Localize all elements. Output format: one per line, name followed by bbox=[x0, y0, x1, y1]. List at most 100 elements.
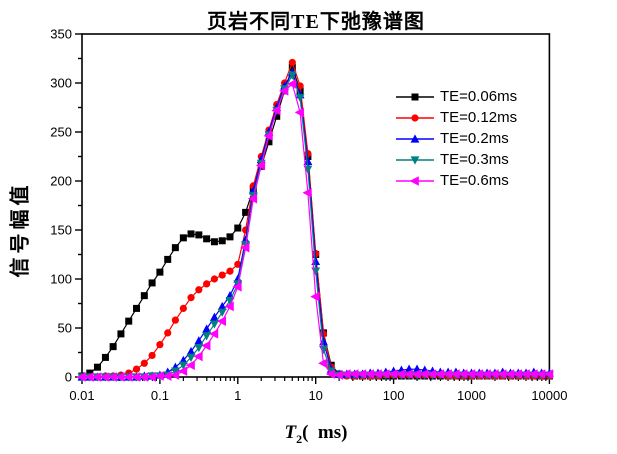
circle-marker bbox=[132, 365, 141, 373]
circle-marker bbox=[164, 329, 172, 337]
series-TE=0.6ms bbox=[76, 79, 554, 382]
circle-marker bbox=[296, 82, 304, 90]
legend-marker bbox=[396, 155, 434, 165]
legend-marker bbox=[396, 133, 434, 143]
x-label-symbol: T bbox=[284, 422, 297, 443]
x-tick-label: 1000 bbox=[457, 388, 486, 403]
triangle-left-marker bbox=[154, 371, 164, 381]
triangle-left-marker bbox=[325, 369, 335, 379]
x-tick-label: 100 bbox=[383, 388, 405, 403]
triangle-down-marker bbox=[210, 320, 219, 329]
square-marker bbox=[101, 353, 109, 361]
circle-marker bbox=[288, 58, 296, 67]
square-marker bbox=[218, 237, 226, 245]
triangle-left-marker bbox=[434, 369, 445, 379]
y-tick-label: 50 bbox=[58, 321, 72, 336]
square-marker bbox=[171, 244, 179, 252]
triangle-up-marker bbox=[303, 156, 313, 165]
circle-marker bbox=[187, 294, 195, 302]
triangle-left-marker bbox=[388, 369, 398, 379]
x-tick-label: 10 bbox=[308, 388, 322, 403]
square-marker bbox=[265, 138, 273, 146]
triangle-down-marker bbox=[217, 308, 227, 317]
chart-title: 页岩不同TE下弛豫谱图 bbox=[207, 11, 425, 33]
legend: TE=0.06ms TE=0.12ms TE=0.2ms TE=0.3ms TE=0.6… bbox=[394, 86, 517, 191]
square-marker bbox=[148, 279, 156, 287]
legend-label: TE=0.06ms bbox=[440, 88, 518, 105]
circle-marker bbox=[234, 260, 242, 268]
triangle-left-marker bbox=[240, 242, 250, 253]
triangle-left-marker bbox=[357, 369, 367, 379]
triangle-left-marker bbox=[403, 369, 413, 379]
triangle-left-marker bbox=[169, 370, 180, 380]
triangle-left-marker bbox=[138, 372, 149, 382]
triangle-left-marker bbox=[131, 372, 141, 382]
triangle-up-marker bbox=[410, 133, 420, 143]
legend-label: TE=0.2ms bbox=[440, 130, 509, 147]
y-tick-label: 300 bbox=[50, 76, 72, 91]
legend-item-TE=0.06ms: TE=0.06ms bbox=[394, 86, 517, 107]
square-marker bbox=[117, 330, 125, 338]
triangle-down-marker bbox=[202, 332, 212, 341]
circle-marker bbox=[203, 280, 211, 288]
legend-label: TE=0.3ms bbox=[440, 151, 509, 168]
triangle-down-marker bbox=[178, 361, 188, 370]
triangle-left-marker bbox=[92, 372, 102, 382]
y-tick-label: 150 bbox=[50, 223, 72, 238]
circle-marker bbox=[195, 286, 203, 294]
triangle-left-marker bbox=[528, 369, 538, 379]
square-marker bbox=[125, 317, 133, 325]
triangle-left-marker bbox=[216, 316, 227, 326]
triangle-left-marker bbox=[411, 369, 421, 379]
triangle-down-marker bbox=[170, 367, 180, 376]
square-marker bbox=[288, 63, 296, 71]
square-marker bbox=[242, 208, 250, 216]
triangle-left-marker bbox=[247, 193, 258, 204]
triangle-left-marker bbox=[123, 372, 133, 382]
triangle-left-marker bbox=[263, 131, 273, 141]
triangle-left-marker bbox=[107, 372, 117, 382]
triangle-down-marker bbox=[311, 267, 321, 276]
triangle-left-marker bbox=[544, 369, 554, 379]
triangle-left-marker bbox=[458, 369, 468, 379]
circle-marker bbox=[140, 359, 148, 367]
triangle-left-marker bbox=[349, 369, 359, 379]
triangle-left-marker bbox=[100, 372, 110, 382]
square-marker bbox=[140, 292, 148, 300]
circle-marker bbox=[179, 304, 187, 312]
y-tick-label: 0 bbox=[65, 370, 72, 385]
triangle-left-marker bbox=[185, 360, 195, 371]
x-label-unit: ( ms) bbox=[302, 422, 348, 443]
triangle-down-marker bbox=[194, 344, 204, 353]
triangle-left-marker bbox=[224, 301, 234, 312]
triangle-left-marker bbox=[489, 369, 499, 379]
triangle-left-marker bbox=[279, 86, 289, 96]
triangle-left-marker bbox=[396, 369, 406, 379]
triangle-down-marker bbox=[186, 353, 196, 362]
square-marker bbox=[195, 231, 203, 239]
circle-marker bbox=[411, 113, 419, 122]
square-marker bbox=[109, 343, 117, 351]
triangle-down-marker bbox=[225, 296, 235, 306]
circle-marker bbox=[226, 267, 234, 275]
triangle-left-marker bbox=[442, 369, 452, 379]
triangle-left-marker bbox=[372, 369, 382, 379]
legend-marker bbox=[396, 175, 434, 186]
triangle-left-marker bbox=[271, 105, 281, 116]
x-axis-label: T2( ms) bbox=[82, 422, 550, 447]
square-marker bbox=[203, 235, 211, 243]
y-tick-label: 100 bbox=[50, 272, 72, 287]
legend-marker bbox=[396, 113, 434, 122]
triangle-down-marker bbox=[287, 71, 297, 80]
square-marker bbox=[273, 112, 281, 120]
triangle-left-marker bbox=[310, 291, 320, 302]
legend-item-TE=0.3ms: TE=0.3ms bbox=[394, 149, 517, 170]
x-tick-label: 0.1 bbox=[151, 388, 169, 403]
triangle-left-marker bbox=[146, 372, 156, 382]
triangle-left-marker bbox=[232, 282, 242, 292]
triangle-left-marker bbox=[177, 366, 188, 376]
y-tick-label: 200 bbox=[50, 174, 72, 189]
triangle-left-marker bbox=[497, 369, 507, 379]
legend-label: TE=0.12ms bbox=[440, 109, 518, 126]
